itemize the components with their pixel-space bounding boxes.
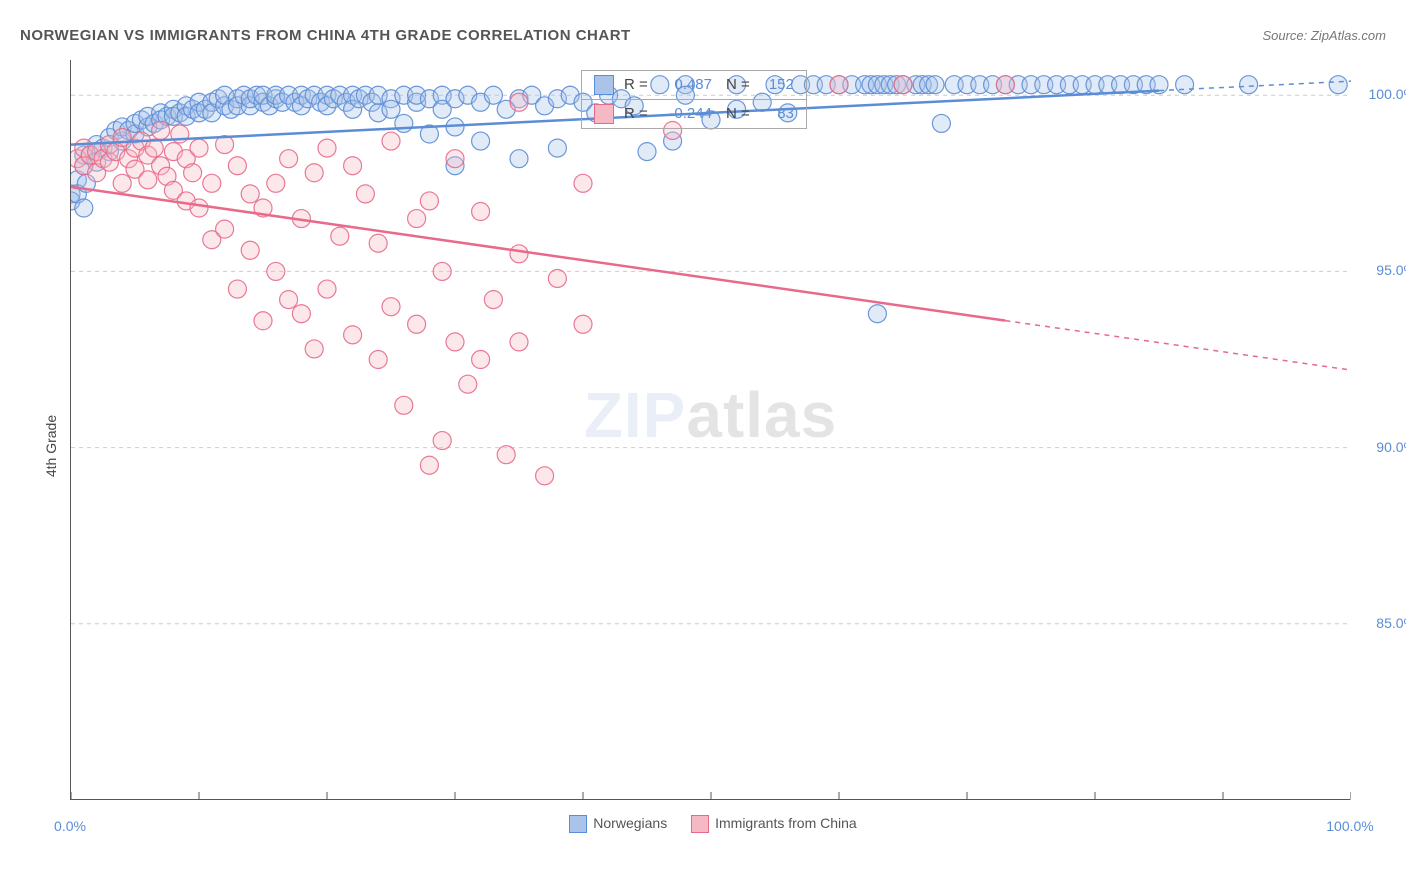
legend-item: Immigrants from China	[671, 815, 857, 831]
legend-label: Immigrants from China	[715, 815, 857, 831]
n-label: N =	[726, 76, 754, 93]
y-tick-label: 90.0%	[1356, 439, 1406, 455]
source-name: ZipAtlas.com	[1311, 28, 1386, 43]
source-attribution: Source: ZipAtlas.com	[1262, 28, 1386, 43]
legend-swatch	[569, 815, 587, 833]
source-label: Source:	[1262, 28, 1310, 43]
r-value: -0.244	[652, 105, 712, 122]
legend-label: Norwegians	[593, 815, 667, 831]
scatter-plot-svg	[71, 60, 1351, 800]
correlation-stat-box: R = 0.487 N = 152 R = -0.244 N = 83	[581, 70, 807, 128]
y-tick-label: 100.0%	[1356, 86, 1406, 102]
n-value: 152	[754, 76, 794, 93]
series-swatch	[594, 75, 614, 95]
legend-swatch	[691, 815, 709, 833]
legend-item: Norwegians	[549, 815, 667, 831]
y-tick-label: 95.0%	[1356, 262, 1406, 278]
y-axis-label: 4th Grade	[43, 415, 59, 477]
legend: Norwegians Immigrants from China	[0, 815, 1406, 833]
stat-row: R = -0.244 N = 83	[581, 99, 807, 129]
r-value: 0.487	[652, 76, 712, 93]
r-label: R =	[624, 105, 652, 122]
n-value: 83	[754, 105, 794, 122]
stat-row: R = 0.487 N = 152	[581, 70, 807, 100]
chart-header: NORWEGIAN VS IMMIGRANTS FROM CHINA 4TH G…	[20, 20, 1386, 50]
n-label: N =	[726, 105, 754, 122]
y-tick-label: 85.0%	[1356, 615, 1406, 631]
series-swatch	[594, 104, 614, 124]
chart-title: NORWEGIAN VS IMMIGRANTS FROM CHINA 4TH G…	[20, 27, 631, 44]
plot-area: ZIPatlas R = 0.487N = 152R = -0.244N = 8…	[70, 60, 1350, 800]
r-label: R =	[624, 76, 652, 93]
